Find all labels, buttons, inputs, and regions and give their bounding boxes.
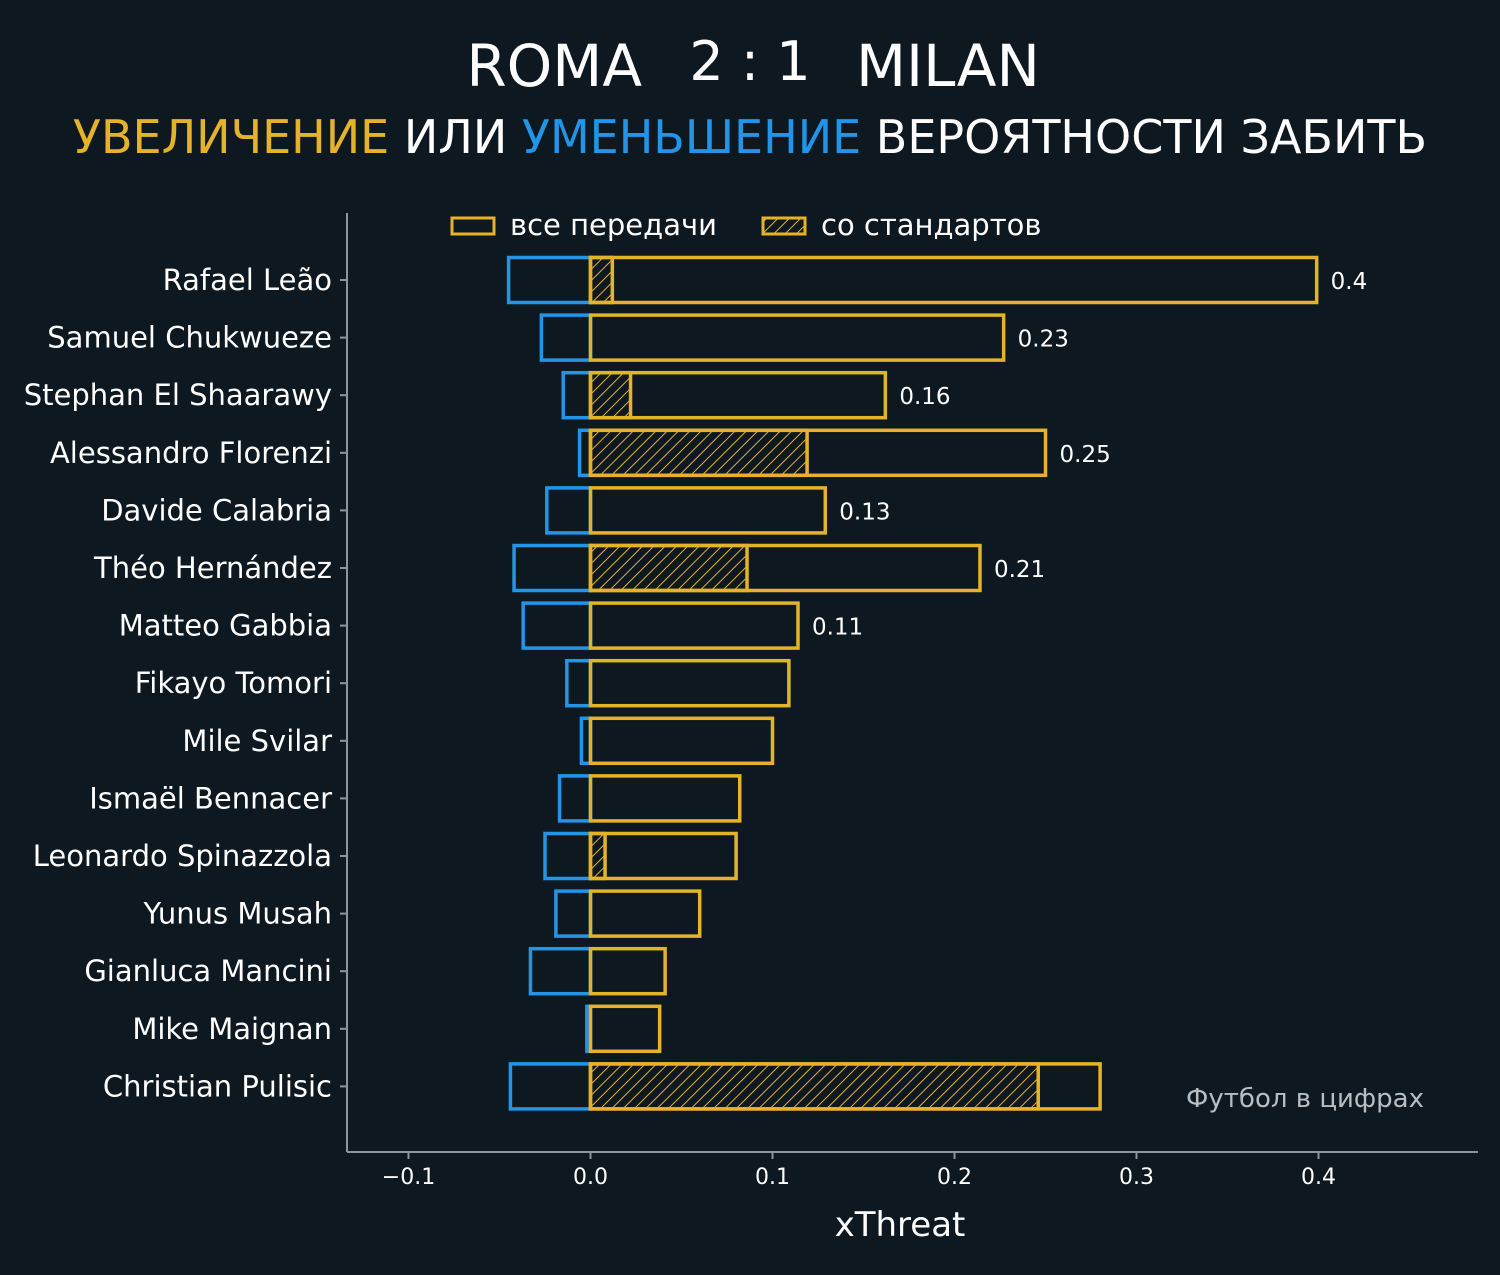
y-tick-label: Gianluca Mancini [84,954,332,988]
x-tick-label: 0.2 [937,1165,972,1190]
x-tick-label: 0.1 [755,1165,790,1190]
bar-increase [588,255,1319,305]
value-label: 0.21 [994,557,1045,583]
y-tick-label: Ismaël Bennacer [89,781,332,815]
value-label: 0.13 [839,499,890,525]
legend-swatch-all-passes [450,216,496,236]
bar-increase [588,313,1006,362]
legend: все передачи со стандартов [450,208,1041,242]
y-tick-label: Matteo Gabbia [119,609,332,643]
subtitle-decrease: УМЕНЬШЕНИЕ [522,110,861,164]
y-tick-label: Davide Calabria [101,493,332,527]
bars-layer: 0.4 0.23 0.16 0.25 0.13 0.21 0.11 [506,255,1368,1111]
bar-set-piece [588,428,809,478]
bar-increase [588,774,742,823]
y-tick-label: Yunus Musah [142,897,332,931]
y-tick-label: Théo Hernández [93,551,332,585]
subtitle: УВЕЛИЧЕНИЕ ИЛИ УМЕНЬШЕНИЕ ВЕРОЯТНОСТИ ЗА… [73,110,1427,164]
bar-set-piece [588,831,607,881]
y-tick-label: Rafael Leão [163,263,332,297]
legend-swatch-set-pieces [761,216,807,236]
axes-layer: Rafael Leão Samuel Chukwueze Stephan El Sh… [24,213,1478,1190]
match-score: 2 : 1 [689,30,810,93]
bar-increase [588,543,982,593]
value-label: 0.25 [1060,442,1111,468]
value-label: 0.16 [899,384,950,410]
x-tick-label: 0.4 [1301,1165,1336,1190]
x-axis-label: xThreat [835,1205,966,1245]
y-tick-label: Mike Maignan [132,1012,332,1046]
y-tick-label: Fikayo Tomori [135,666,332,700]
bar-set-piece [588,1062,1040,1111]
value-label: 0.4 [1331,269,1368,295]
y-tick-label: Alessandro Florenzi [50,436,332,470]
home-team-name: ROMA [466,32,642,100]
x-tick-label: 0.0 [573,1165,608,1190]
y-tick-label: Samuel Chukwueze [47,321,332,355]
watermark: Футбол в цифрах [1186,1084,1424,1114]
bar-increase [588,1004,662,1054]
value-label: 0.11 [812,615,863,641]
y-tick-label: Stephan El Shaarawy [24,378,332,412]
subtitle-increase: УВЕЛИЧЕНИЕ [73,110,389,164]
bar-increase [588,601,800,650]
x-tick-label: −0.1 [382,1165,435,1190]
bar-increase [588,831,738,881]
y-tick-label: Christian Pulisic [103,1069,332,1103]
bar-increase [588,486,828,535]
value-label: 0.23 [1018,327,1069,353]
bar-increase [588,370,888,420]
y-tick-label: Leonardo Spinazzola [33,839,332,873]
x-tick-label: 0.3 [1119,1165,1154,1190]
bar-set-piece [588,370,633,420]
legend-label-all-passes: все передачи [510,208,717,242]
bar-increase [588,889,702,938]
bar-increase [588,658,791,708]
bar-increase [588,1062,1102,1111]
bar-increase [588,716,775,766]
subtitle-or: ИЛИ [404,110,507,164]
away-team-name: MILAN [856,32,1040,100]
bar-increase [588,946,667,996]
bar-set-piece [588,255,615,305]
subtitle-rest: ВЕРОЯТНОСТИ ЗАБИТЬ [876,110,1427,164]
bar-increase [588,428,1048,478]
y-tick-label: Mile Svilar [182,724,332,758]
legend-label-set-pieces: со стандартов [821,208,1041,242]
bar-set-piece [588,543,749,593]
